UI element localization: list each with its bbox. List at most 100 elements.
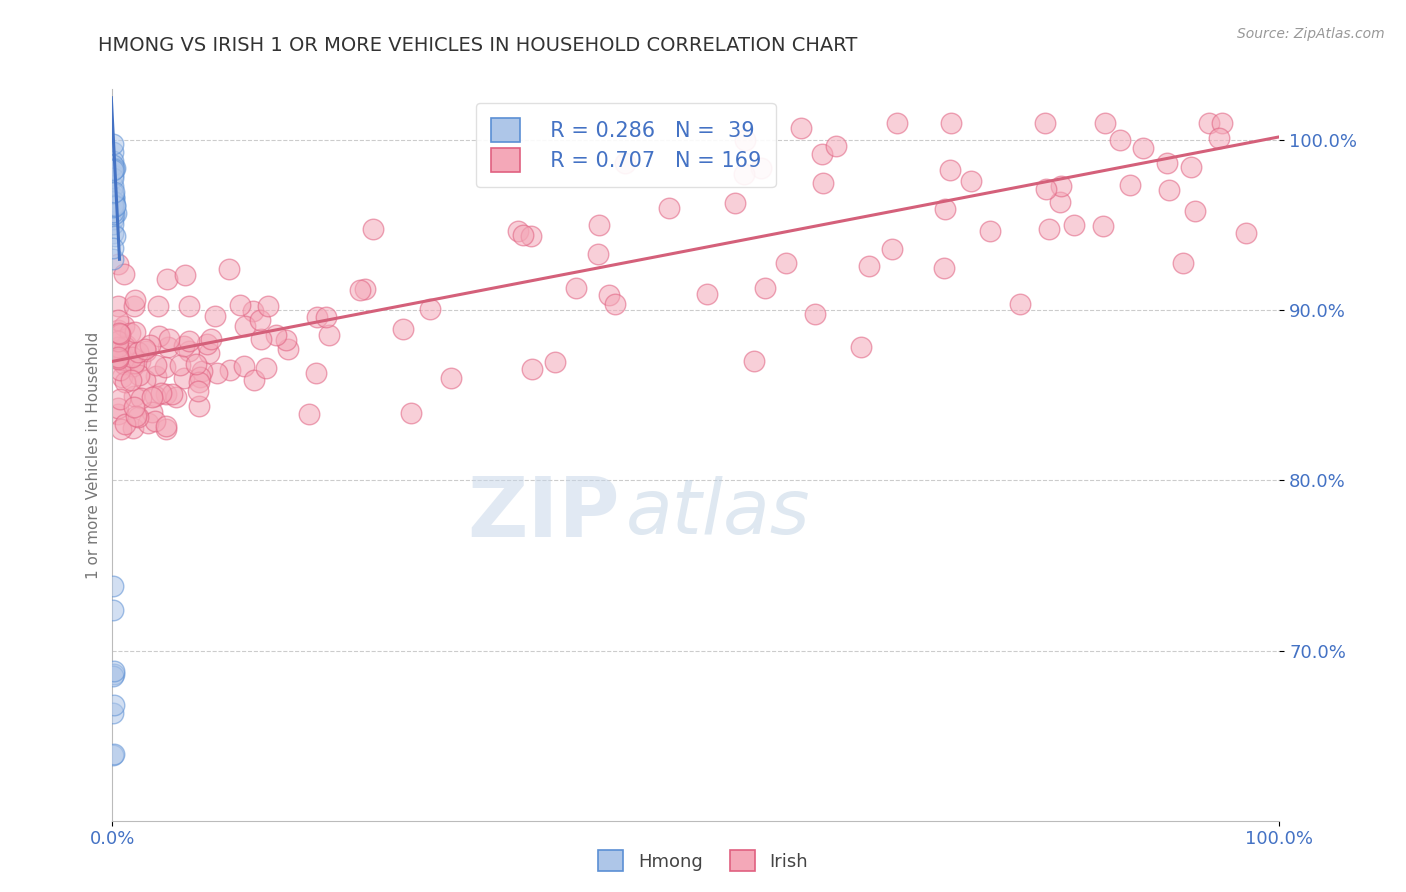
- Point: [506, 224, 529, 238]
- Point: [1180, 160, 1202, 174]
- Point: [103, 667, 125, 681]
- Point: [318, 328, 340, 343]
- Point: [198, 345, 221, 359]
- Point: [264, 327, 287, 342]
- Point: [156, 340, 179, 354]
- Point: [121, 359, 143, 373]
- Point: [104, 161, 127, 175]
- Point: [932, 260, 955, 275]
- Point: [101, 226, 124, 240]
- Point: [1008, 297, 1031, 311]
- Point: [121, 350, 143, 364]
- Point: [1211, 116, 1233, 130]
- Legend: Hmong, Irish: Hmong, Irish: [591, 843, 815, 879]
- Point: [156, 272, 179, 286]
- Point: [243, 374, 266, 388]
- Point: [101, 179, 124, 194]
- Point: [107, 344, 129, 359]
- Point: [191, 364, 214, 378]
- Point: [112, 357, 135, 371]
- Point: [979, 224, 1001, 238]
- Point: [825, 139, 848, 153]
- Point: [122, 401, 145, 415]
- Point: [195, 337, 218, 351]
- Point: [103, 191, 125, 205]
- Text: Source: ZipAtlas.com: Source: ZipAtlas.com: [1237, 27, 1385, 41]
- Point: [105, 205, 128, 219]
- Point: [242, 304, 264, 318]
- Point: [1171, 256, 1194, 270]
- Point: [1035, 182, 1057, 196]
- Point: [277, 343, 299, 357]
- Point: [103, 747, 125, 761]
- Point: [1234, 226, 1257, 240]
- Point: [107, 407, 129, 421]
- Point: [1049, 195, 1071, 210]
- Point: [141, 405, 163, 419]
- Point: [598, 287, 620, 301]
- Point: [1119, 178, 1142, 192]
- Point: [103, 190, 125, 204]
- Point: [107, 299, 129, 313]
- Point: [101, 154, 124, 169]
- Point: [588, 246, 610, 260]
- Point: [107, 351, 129, 365]
- Point: [165, 390, 187, 404]
- Point: [121, 421, 143, 435]
- Point: [101, 163, 124, 178]
- Point: [111, 346, 134, 360]
- Point: [114, 375, 136, 389]
- Point: [392, 322, 415, 336]
- Point: [136, 417, 159, 431]
- Point: [155, 387, 177, 401]
- Point: [169, 359, 191, 373]
- Point: [101, 217, 124, 231]
- Point: [200, 332, 222, 346]
- Point: [440, 371, 463, 385]
- Point: [124, 299, 146, 313]
- Point: [858, 260, 880, 274]
- Point: [129, 391, 152, 405]
- Point: [349, 283, 371, 297]
- Point: [775, 256, 797, 270]
- Point: [101, 212, 124, 227]
- Point: [658, 201, 681, 215]
- Point: [173, 338, 195, 352]
- Point: [751, 161, 773, 175]
- Point: [110, 350, 132, 364]
- Point: [419, 301, 441, 316]
- Point: [880, 242, 903, 256]
- Point: [103, 194, 125, 209]
- Point: [134, 342, 156, 356]
- Point: [101, 204, 124, 219]
- Point: [254, 361, 277, 376]
- Point: [305, 310, 328, 325]
- Point: [811, 176, 834, 190]
- Point: [127, 345, 149, 359]
- Point: [1063, 218, 1085, 232]
- Point: [101, 748, 124, 763]
- Point: [146, 299, 169, 313]
- Point: [103, 198, 125, 212]
- Point: [174, 268, 197, 283]
- Point: [108, 363, 131, 377]
- Point: [124, 293, 146, 307]
- Point: [101, 171, 124, 186]
- Point: [103, 698, 125, 712]
- Point: [110, 422, 132, 436]
- Point: [159, 332, 181, 346]
- Legend:   R = 0.286   N =  39,   R = 0.707   N = 169: R = 0.286 N = 39, R = 0.707 N = 169: [477, 103, 776, 186]
- Point: [603, 296, 626, 310]
- Point: [103, 664, 125, 678]
- Point: [108, 326, 131, 341]
- Point: [305, 367, 328, 381]
- Point: [173, 370, 195, 384]
- Point: [145, 368, 167, 383]
- Point: [1156, 155, 1178, 169]
- Point: [114, 417, 136, 431]
- Point: [187, 384, 209, 399]
- Point: [520, 362, 543, 376]
- Point: [188, 370, 211, 384]
- Point: [143, 414, 166, 428]
- Point: [754, 281, 776, 295]
